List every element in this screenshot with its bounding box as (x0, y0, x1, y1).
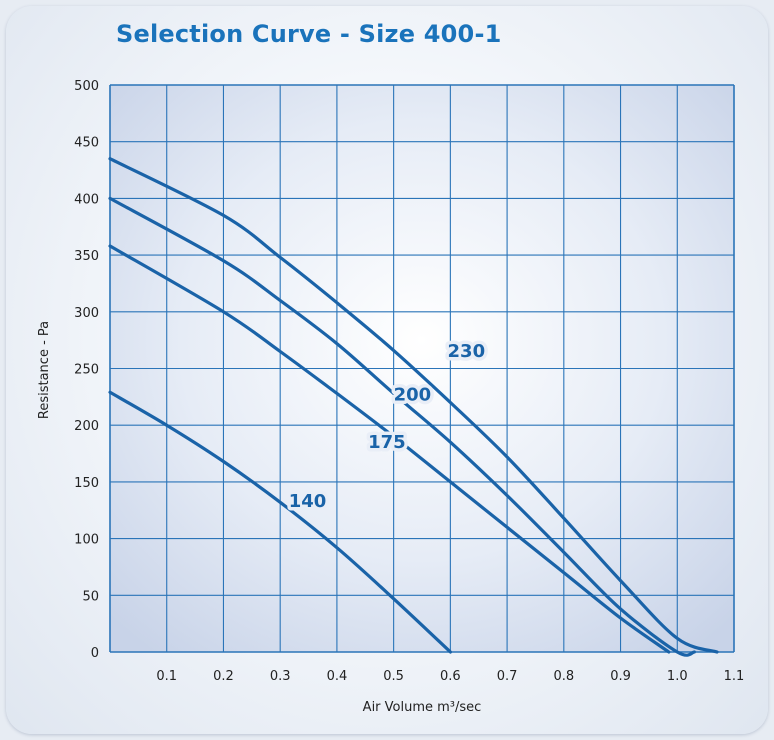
y-tick-label: 400 (74, 192, 99, 207)
x-tick-label: 0.6 (440, 669, 461, 684)
curve-230 (108, 157, 719, 654)
x-tick-label: 0.7 (497, 669, 518, 684)
curve-label-175: 175 (368, 432, 406, 453)
y-axis-label: Resistance - Pa (37, 321, 52, 419)
y-tick-label: 200 (74, 419, 99, 434)
x-tick-label: 1.1 (724, 669, 745, 684)
x-tick-label: 0.3 (270, 669, 291, 684)
x-tick-label: 0.5 (383, 669, 404, 684)
y-tick-label: 300 (74, 306, 99, 321)
y-tick-label: 500 (74, 79, 99, 94)
curve-label-200: 200 (394, 384, 432, 405)
y-tick-label: 350 (74, 249, 99, 264)
x-tick-label: 0.2 (213, 669, 234, 684)
curve-200 (108, 196, 696, 657)
y-tick-label: 450 (74, 136, 99, 151)
chart-title: Selection Curve - Size 400-1 (116, 20, 502, 48)
y-tick-label: 50 (82, 589, 99, 604)
curve-140 (108, 390, 452, 654)
x-tick-label: 0.9 (610, 669, 631, 684)
curve-label-230: 230 (448, 341, 486, 362)
curve-175 (108, 244, 671, 654)
x-tick-label: 0.4 (327, 669, 348, 684)
x-tick-label: 0.1 (156, 669, 177, 684)
y-tick-label: 100 (74, 533, 99, 548)
x-tick-label: 1.0 (667, 669, 688, 684)
y-tick-label: 250 (74, 363, 99, 378)
y-tick-label: 150 (74, 476, 99, 491)
x-axis-label: Air Volume m³/sec (363, 700, 482, 715)
x-tick-label: 0.8 (553, 669, 574, 684)
curve-label-140: 140 (289, 491, 327, 512)
y-tick-label: 0 (91, 646, 99, 661)
